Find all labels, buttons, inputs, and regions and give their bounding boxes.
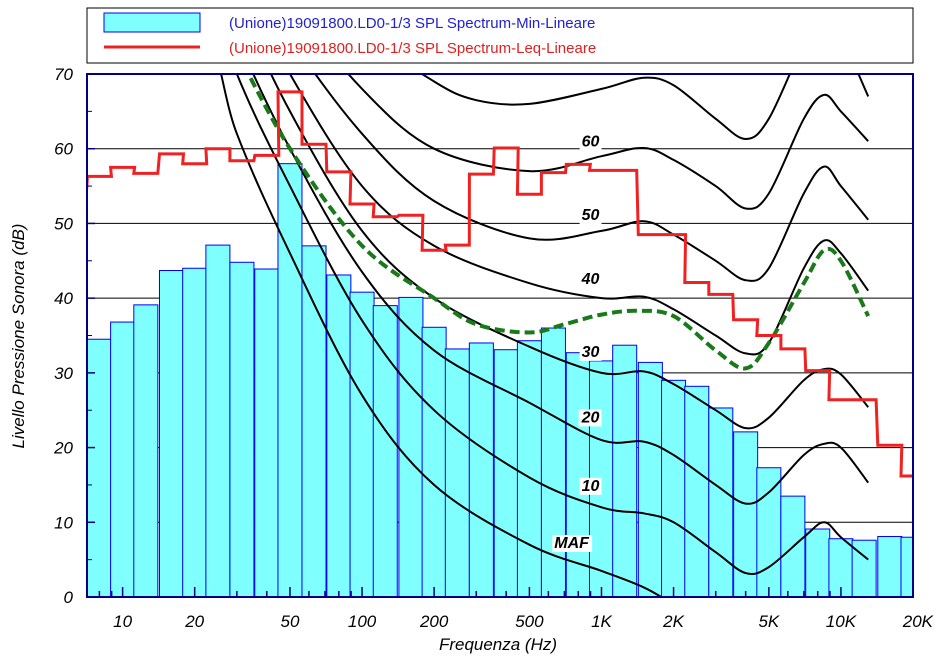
legend-box [86,7,914,64]
bar-40 [254,268,280,597]
contour-label-60: 60 [582,133,600,150]
y-tick-label-20: 20 [53,439,73,458]
bar-8000 [805,528,831,597]
leq-step-path [87,90,913,478]
y-tick-label-40: 40 [54,289,73,308]
bar-20000 [900,536,913,597]
contour-label-bg-30 [579,343,602,361]
bar-160 [398,296,424,597]
contour-label-50: 50 [582,207,600,224]
x-axis-title: Frequenza (Hz) [439,635,557,654]
x-tick-label-20000: 20K [902,612,934,631]
equal-loudness-contours [220,74,870,597]
bar-50 [277,163,303,597]
contour-label-30: 30 [582,344,600,361]
contour-label-10: 10 [582,478,600,495]
bar-800 [565,352,591,597]
contour-label-20: 20 [581,409,600,426]
contour-top [420,74,870,141]
y-tick-label-70: 70 [54,65,73,84]
bar-250 [444,348,470,597]
bar-6300 [780,495,806,597]
y-tick-label-60: 60 [54,140,73,159]
bar-16 [158,269,185,597]
bar-1250 [612,344,638,597]
x-tick-label-10: 10 [113,612,132,631]
x-tick-label-10000: 10K [826,612,857,631]
contour-label-bg-maf [552,534,593,552]
bar-8 [87,338,112,597]
y-tick-label-30: 30 [54,364,73,383]
threshold-dashed-line [246,74,870,371]
contour-label-bg-50 [579,207,602,225]
bar-31.5 [229,261,255,597]
bar-20 [182,267,208,597]
contour-label-bg-60 [579,133,602,151]
contour-label-40: 40 [581,271,600,288]
bar-16000 [877,535,903,597]
y-axis-title: Livello Pressione Sonora (dB) [9,224,28,449]
bar-315 [468,342,494,597]
x-axis-ticks: 10 20 50 100 200 500 1K 2K 5K 10K 20K [98,587,934,631]
contour-label-bg-20 [578,409,602,427]
bar-100 [349,291,375,597]
y-tick-label-50: 50 [54,214,73,233]
contour-label-bg-10 [579,477,602,495]
threshold-curve [246,74,870,371]
x-tick-label-100: 100 [348,612,377,631]
y-axis-ticks: 0 10 20 30 40 50 60 70 [53,65,95,607]
leq-step-line [87,90,913,478]
x-tick-label-1000: 1K [591,612,612,631]
x-tick-label-2000: 2K [662,612,684,631]
bar-2500 [684,385,710,597]
contour-labels: MAF 10 20 30 40 50 60 [552,133,602,552]
legend-label-min: (Unione)19091800.LD0-1/3 SPL Spectrum-Mi… [229,15,595,32]
bar-5000 [756,467,782,597]
contour-label-bg-40 [578,270,602,288]
bar-25 [205,244,231,597]
bar-2000 [661,379,687,597]
bar-80 [326,274,352,597]
x-tick-label-5000: 5K [758,612,779,631]
x-tick-label-20: 20 [184,612,204,631]
contour-20 [252,74,869,505]
bar-125 [372,305,398,597]
bars-min-spectrum [87,163,913,597]
y-tick-label-0: 0 [64,588,74,607]
bar-3150 [708,407,734,597]
bar-10 [110,321,136,597]
contour-30 [269,74,869,430]
x-tick-label-200: 200 [419,612,449,631]
legend: (Unione)19091800.LD0-1/3 SPL Spectrum-Mi… [86,7,914,64]
x-tick-label-500: 500 [515,612,544,631]
contour-60 [347,74,869,210]
y-tick-label-10: 10 [54,513,73,532]
contour-40 [288,74,870,356]
legend-swatch-min [103,12,201,33]
x-tick-label-50: 50 [281,612,300,631]
bar-500 [516,340,542,597]
bar-63 [301,245,327,597]
contour-10 [235,74,869,576]
contour-maf [220,74,664,597]
contour-50 [314,74,869,282]
legend-label-leq: (Unione)19091800.LD0-1/3 SPL Spectrum-Le… [229,40,596,57]
contour-label-maf: MAF [554,535,590,552]
bar-630 [540,327,566,597]
bar-200 [421,326,447,597]
bar-12.5 [133,304,159,597]
bar-1600 [637,361,663,597]
